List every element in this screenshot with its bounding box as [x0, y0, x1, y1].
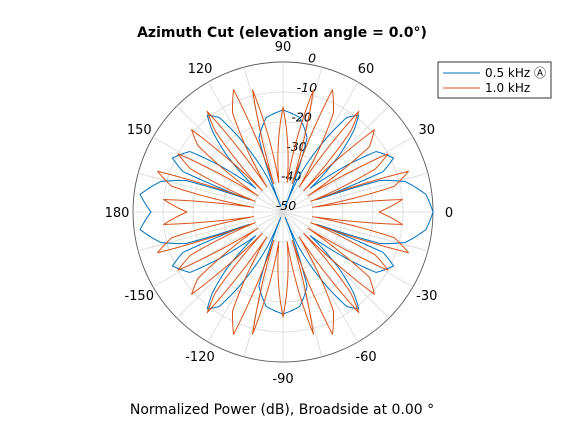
grid-spoke — [282, 136, 414, 213]
angle-tick-label: -90 — [272, 372, 293, 387]
grid-spoke — [152, 136, 284, 213]
grid-spoke — [282, 172, 428, 213]
series-line-1 — [139, 109, 434, 315]
grid-spoke — [243, 67, 284, 213]
angle-tick-label: -150 — [124, 289, 154, 304]
grid-spoke — [282, 211, 428, 252]
radial-tick-label: 0 — [308, 50, 316, 65]
angle-tick-label: -120 — [185, 350, 215, 365]
angle-tick-label: 180 — [105, 206, 130, 221]
legend-label-series-1: 0.5 kHz Ⓐ — [485, 66, 546, 80]
angle-tick-labels: 0 30 60 90 120 150 180 -150 -120 -90 -60 -30 — [105, 40, 454, 387]
grid-spoke — [138, 211, 284, 252]
grid-spoke — [282, 211, 414, 288]
series-lines — [139, 89, 434, 335]
chart-title: Azimuth Cut (elevation angle = 0.0°) — [137, 25, 427, 41]
series-line-2 — [156, 89, 410, 335]
angle-tick-label: 120 — [188, 62, 213, 77]
grid-spoke — [282, 67, 323, 213]
radial-tick-label: -20 — [291, 109, 311, 124]
angle-tick-label: 60 — [358, 62, 375, 77]
angle-tick-label: 0 — [445, 206, 453, 221]
grid-spoke — [282, 211, 323, 357]
x-axis-label: Normalized Power (dB), Broadside at 0.00… — [130, 402, 434, 418]
radial-tick-label: -10 — [297, 80, 317, 95]
polar-grid — [132, 61, 434, 363]
legend-label-series-2: 1.0 kHz — [485, 81, 530, 95]
legend: 0.5 kHz Ⓐ 1.0 kHz — [437, 61, 552, 99]
angle-tick-label: -30 — [416, 289, 437, 304]
angle-tick-label: 30 — [418, 123, 435, 138]
angle-tick-label: -60 — [355, 350, 376, 365]
grid-spoke — [152, 211, 284, 288]
legend-box — [437, 61, 552, 99]
grid-spoke — [243, 211, 284, 357]
angle-tick-label: 150 — [127, 123, 152, 138]
angle-tick-label: 90 — [275, 40, 292, 55]
grid-spoke — [138, 172, 284, 213]
